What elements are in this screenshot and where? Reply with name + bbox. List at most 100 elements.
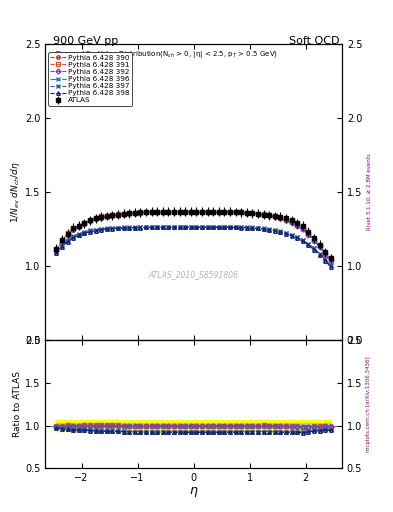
Pythia 6.428 397	[177, 224, 182, 230]
Pythia 6.428 396	[244, 225, 249, 231]
Pythia 6.428 392	[255, 211, 260, 217]
Pythia 6.428 391	[65, 230, 70, 236]
Pythia 6.428 391	[278, 215, 283, 221]
Pythia 6.428 390	[233, 209, 238, 215]
Pythia 6.428 397	[261, 225, 266, 231]
Pythia 6.428 396	[255, 225, 260, 231]
Pythia 6.428 398	[244, 225, 249, 231]
Pythia 6.428 391	[244, 209, 249, 216]
Pythia 6.428 392	[250, 210, 255, 216]
Pythia 6.428 397	[116, 225, 120, 231]
Pythia 6.428 396	[172, 224, 176, 230]
Pythia 6.428 391	[306, 231, 311, 238]
Pythia 6.428 390	[272, 214, 277, 220]
Pythia 6.428 392	[172, 208, 176, 215]
Pythia 6.428 396	[272, 227, 277, 233]
Pythia 6.428 396	[127, 225, 132, 231]
Pythia 6.428 396	[317, 250, 322, 257]
Pythia 6.428 398	[278, 229, 283, 235]
Pythia 6.428 391	[323, 250, 327, 257]
Pythia 6.428 398	[300, 238, 305, 244]
Pythia 6.428 390	[116, 212, 120, 219]
Pythia 6.428 391	[194, 208, 199, 215]
Pythia 6.428 396	[65, 238, 70, 244]
Pythia 6.428 396	[166, 224, 171, 230]
Pythia 6.428 390	[127, 211, 132, 217]
Pythia 6.428 397	[127, 224, 132, 230]
Pythia 6.428 392	[110, 212, 115, 219]
Pythia 6.428 398	[289, 232, 294, 239]
Line: Pythia 6.428 397: Pythia 6.428 397	[54, 225, 333, 267]
Pythia 6.428 398	[76, 232, 81, 239]
Pythia 6.428 392	[121, 211, 126, 217]
Line: Pythia 6.428 396: Pythia 6.428 396	[54, 225, 333, 267]
Pythia 6.428 397	[284, 230, 288, 236]
Pythia 6.428 392	[99, 215, 103, 221]
Pythia 6.428 397	[166, 224, 171, 230]
Line: Pythia 6.428 391: Pythia 6.428 391	[55, 210, 332, 262]
Pythia 6.428 392	[177, 208, 182, 215]
Pythia 6.428 396	[233, 224, 238, 230]
Pythia 6.428 397	[329, 262, 333, 268]
Pythia 6.428 392	[160, 209, 165, 215]
Pythia 6.428 392	[329, 258, 333, 264]
Pythia 6.428 392	[317, 244, 322, 250]
Pythia 6.428 397	[300, 237, 305, 243]
Pythia 6.428 398	[329, 264, 333, 270]
Pythia 6.428 390	[211, 208, 215, 215]
Pythia 6.428 390	[138, 209, 143, 216]
X-axis label: $\eta$: $\eta$	[189, 485, 198, 499]
Pythia 6.428 396	[93, 227, 98, 233]
Pythia 6.428 397	[138, 224, 143, 230]
Pythia 6.428 398	[71, 235, 75, 241]
Pythia 6.428 391	[166, 208, 171, 215]
Pythia 6.428 398	[99, 227, 103, 233]
Pythia 6.428 396	[60, 243, 64, 249]
Pythia 6.428 397	[188, 224, 193, 230]
Pythia 6.428 391	[116, 211, 120, 217]
Pythia 6.428 396	[54, 249, 59, 255]
Pythia 6.428 398	[143, 224, 148, 230]
Pythia 6.428 392	[65, 231, 70, 238]
Pythia 6.428 398	[284, 231, 288, 237]
Pythia 6.428 392	[312, 238, 316, 244]
Pythia 6.428 390	[88, 218, 92, 224]
Pythia 6.428 391	[217, 208, 221, 215]
Pythia 6.428 391	[239, 209, 244, 216]
Pythia 6.428 390	[250, 210, 255, 216]
Pythia 6.428 391	[132, 210, 137, 216]
Pythia 6.428 390	[60, 239, 64, 245]
Pythia 6.428 397	[233, 224, 238, 230]
Pythia 6.428 391	[211, 208, 215, 215]
Pythia 6.428 398	[54, 250, 59, 256]
Pythia 6.428 396	[160, 224, 165, 230]
Line: Pythia 6.428 390: Pythia 6.428 390	[55, 210, 332, 261]
Pythia 6.428 397	[306, 241, 311, 247]
Pythia 6.428 391	[255, 211, 260, 217]
Pythia 6.428 392	[166, 208, 171, 215]
Pythia 6.428 392	[244, 209, 249, 216]
Pythia 6.428 391	[54, 246, 59, 252]
Pythia 6.428 397	[312, 245, 316, 251]
Pythia 6.428 392	[194, 208, 199, 215]
Pythia 6.428 391	[228, 209, 232, 215]
Pythia 6.428 398	[88, 229, 92, 235]
Pythia 6.428 390	[65, 231, 70, 238]
Line: Pythia 6.428 398: Pythia 6.428 398	[55, 226, 332, 269]
Pythia 6.428 390	[110, 213, 115, 219]
Pythia 6.428 392	[306, 232, 311, 238]
Pythia 6.428 397	[82, 229, 87, 235]
Pythia 6.428 397	[267, 226, 272, 232]
Y-axis label: Rivet 3.1.10, ≥ 2.8M events: Rivet 3.1.10, ≥ 2.8M events	[366, 153, 371, 230]
Pythia 6.428 398	[272, 228, 277, 234]
Pythia 6.428 390	[306, 231, 311, 237]
Pythia 6.428 397	[250, 224, 255, 230]
Pythia 6.428 390	[255, 211, 260, 217]
Pythia 6.428 392	[149, 209, 154, 215]
Pythia 6.428 392	[188, 208, 193, 215]
Pythia 6.428 391	[272, 214, 277, 220]
Pythia 6.428 391	[222, 209, 227, 215]
Pythia 6.428 391	[329, 257, 333, 263]
Pythia 6.428 391	[289, 219, 294, 225]
Pythia 6.428 390	[312, 236, 316, 242]
